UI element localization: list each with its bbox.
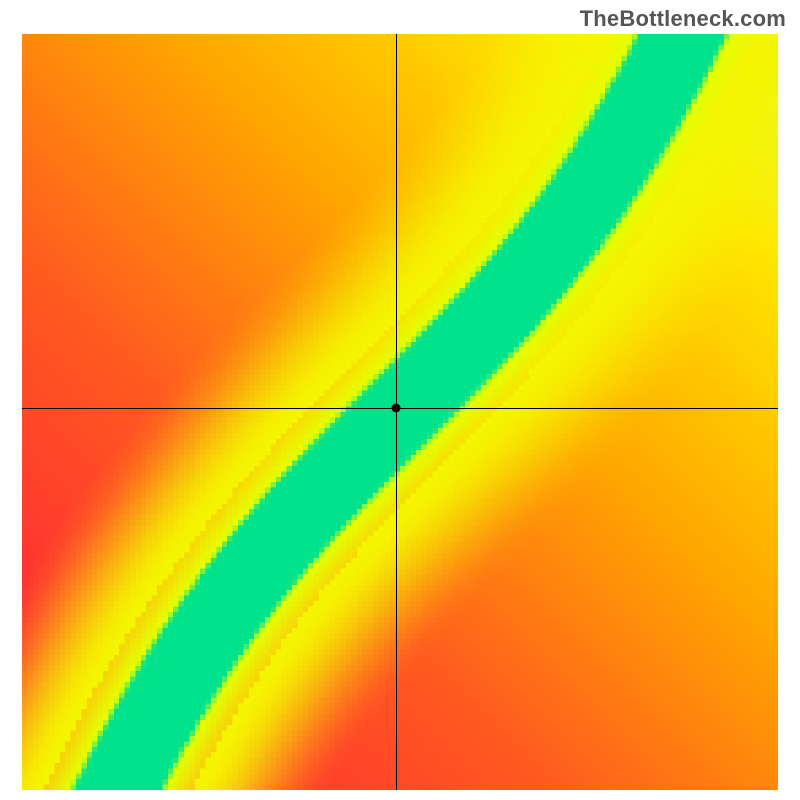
crosshair-marker-dot <box>392 404 401 413</box>
heatmap-canvas <box>22 34 778 790</box>
watermark-text: TheBottleneck.com <box>580 6 786 32</box>
